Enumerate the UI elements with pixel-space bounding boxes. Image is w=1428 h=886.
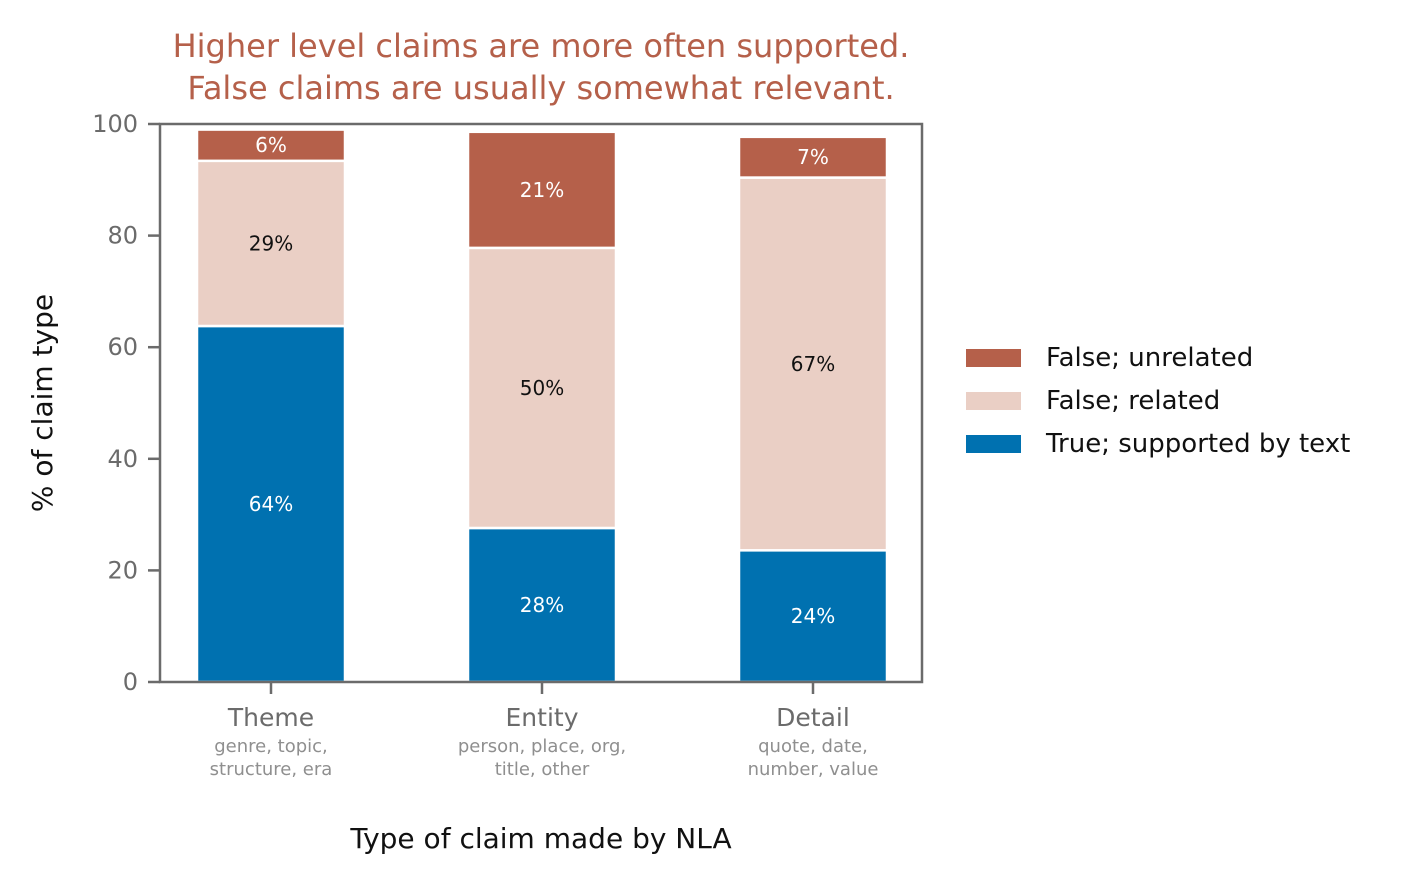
- legend-label: True; supported by text: [1045, 429, 1350, 459]
- legend: False; unrelated False; related True; supp…: [966, 343, 1350, 459]
- data-label: 6%: [255, 133, 287, 157]
- x-tick-sublabel: title, other: [495, 759, 590, 780]
- data-label: 24%: [791, 604, 835, 628]
- chart-title-line-1: Higher level claims are more often suppo…: [173, 27, 910, 65]
- bar-segment: [737, 176, 889, 552]
- x-axis-label: Type of claim made by NLA: [349, 822, 731, 855]
- legend-swatch: [966, 392, 1021, 410]
- bar-segment: [466, 130, 618, 250]
- data-label: 50%: [520, 376, 564, 400]
- data-label: 7%: [797, 145, 829, 169]
- y-axis: 0 20 40 60 80 100: [92, 110, 160, 696]
- legend-swatch: [966, 435, 1021, 453]
- bar-segment: [737, 135, 889, 179]
- x-tick-sublabel: structure, era: [210, 759, 333, 780]
- x-tick-sublabel: genre, topic,: [214, 736, 328, 757]
- y-tick-label: 60: [107, 333, 138, 361]
- y-tick-label: 100: [92, 110, 138, 138]
- bar-segment: [195, 159, 347, 328]
- y-tick-label: 40: [107, 445, 138, 473]
- data-label: 64%: [249, 492, 293, 516]
- x-tick-sublabel: person, place, org,: [458, 736, 626, 757]
- x-tick-label: Theme: [227, 703, 314, 732]
- bar-segment: [466, 246, 618, 530]
- y-tick-label: 80: [107, 222, 138, 250]
- data-label: 21%: [520, 178, 564, 202]
- y-tick-label: 20: [107, 556, 138, 584]
- bar-segment: [195, 324, 347, 684]
- data-label: 28%: [520, 593, 564, 617]
- data-label: 29%: [249, 231, 293, 255]
- legend-label: False; unrelated: [1046, 343, 1253, 373]
- x-tick-sublabel: number, value: [748, 759, 879, 780]
- bars-layer: 64% 29% 6% 28% 50% 21% 24% 67% 7%: [195, 128, 889, 684]
- legend-label: False; related: [1046, 386, 1220, 416]
- y-tick-label: 0: [123, 668, 138, 696]
- x-tick-label: Entity: [506, 703, 579, 732]
- x-tick-sublabel: quote, date,: [758, 736, 868, 757]
- x-axis: Theme genre, topic,structure, era Entity pe…: [210, 682, 879, 780]
- chart-title-line-2: False claims are usually somewhat releva…: [187, 69, 894, 107]
- legend-swatch: [966, 349, 1021, 367]
- x-tick-label: Detail: [776, 703, 850, 732]
- data-label: 67%: [791, 352, 835, 376]
- y-axis-label: % of claim type: [26, 294, 59, 512]
- bar-segment: [195, 128, 347, 163]
- bar-segment: [466, 526, 618, 684]
